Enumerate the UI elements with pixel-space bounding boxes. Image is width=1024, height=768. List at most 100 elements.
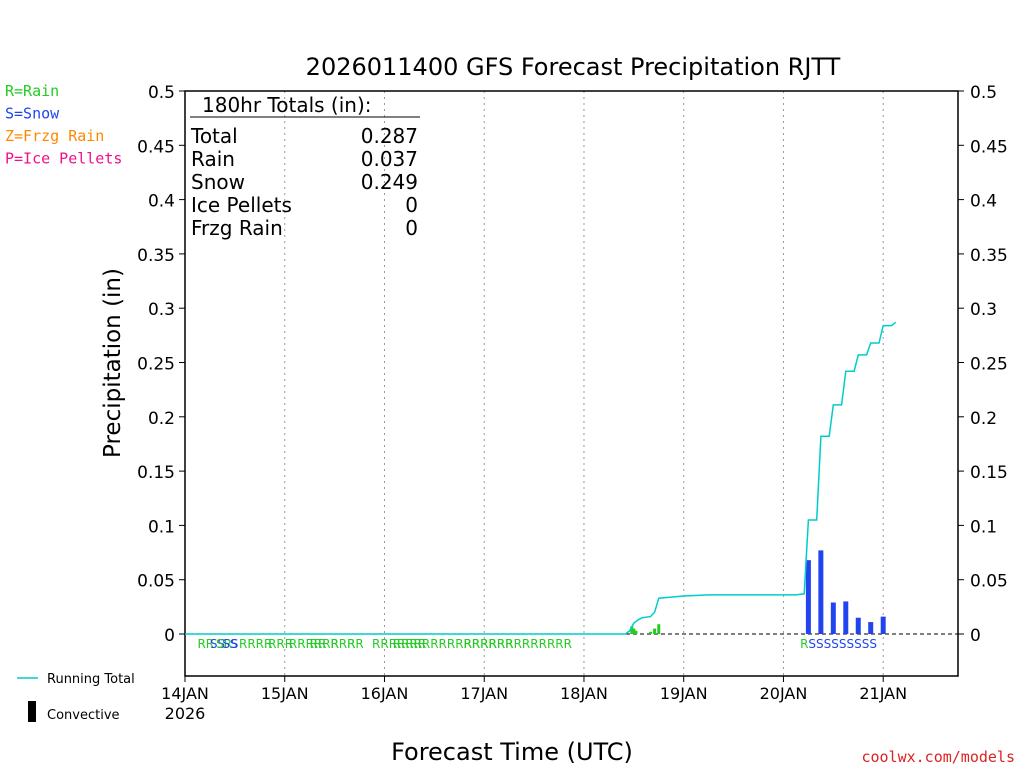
precip-bar: [632, 628, 636, 634]
ptype-mark: R: [318, 637, 326, 651]
x-tick-label: 16JAN: [361, 684, 409, 703]
ptype-legend-item: Z=Frzg Rain: [5, 127, 104, 145]
plot-area: 0 00.05 0.050.1 0.10.15 0.150.2 0.20.25 0.250.…: [137, 83, 1008, 723]
ptype-legend-item: P=Ice Pellets: [5, 150, 122, 168]
ptype-mark: SS: [222, 637, 237, 651]
ptype-mark: RRRRRR: [289, 637, 339, 651]
totals-row-label: Total: [190, 124, 238, 148]
y-tick-label-left: 0: [164, 626, 175, 646]
totals-row-value: 0.287: [361, 124, 418, 148]
running-total-legend-label: Running Total: [47, 672, 135, 687]
y-tick-label-left: 0.15: [137, 463, 175, 483]
ptype-mark: R: [239, 637, 247, 651]
y-tick-label-right: 0.05: [970, 572, 1008, 592]
precip-bar: [630, 626, 634, 634]
ptype-mark: R: [480, 637, 488, 651]
chart-title: 2026011400 GFS Forecast Precipitation RJ…: [306, 53, 841, 81]
x-tick-label: 19JAN: [660, 684, 708, 703]
running-total-line: [185, 321, 897, 635]
precip-bar: [657, 624, 661, 634]
y-tick-label-left: 0.35: [137, 246, 175, 266]
ptype-mark: R: [800, 637, 808, 651]
totals-row-label: Snow: [191, 170, 245, 194]
ptype-mark: SR: [216, 637, 232, 651]
ptype-legend: R=Rain S=Snow Z=Frzg Rain P=Ice Pellets: [5, 82, 122, 168]
precip-bar: [818, 550, 824, 634]
y-tick-label-right: 0.5: [970, 83, 997, 103]
precip-bar: [855, 617, 861, 634]
plot-frame: [184, 90, 959, 677]
ptype-mark: RR: [256, 637, 273, 651]
y-tick-label-left: 0.25: [137, 355, 175, 375]
year-label: 2026: [165, 704, 206, 723]
x-tick-label: 17JAN: [460, 684, 508, 703]
x-tick-label: 18JAN: [560, 684, 608, 703]
y-tick-label-right: 0.4: [970, 192, 997, 212]
y-tick-label-right: 0.15: [970, 463, 1008, 483]
ptype-mark: RR: [276, 637, 293, 651]
ptype-legend-item: S=Snow: [5, 105, 60, 123]
ptype-mark: R: [310, 637, 318, 651]
y-tick-label-left: 0.45: [137, 137, 175, 157]
ptype-mark: R: [463, 637, 471, 651]
precip-bar: [648, 631, 652, 634]
ptype-mark: RRRR: [393, 637, 426, 651]
totals-row-label: Rain: [191, 147, 235, 171]
totals-row-value: 0.037: [361, 147, 418, 171]
ptype-mark: RR: [347, 637, 364, 651]
precip-bar: [805, 560, 811, 634]
ptype-mark: S: [231, 637, 239, 651]
totals-row-value: 0: [405, 216, 418, 240]
convective-legend-swatch: [28, 701, 36, 722]
ptype-mark: RRRRRRRRRRRRRRRRRR: [422, 637, 572, 651]
ptype-mark: R: [247, 637, 255, 651]
ptype-mark: RRR: [330, 637, 355, 651]
totals-box: 180hr Totals (in): Total 0.287 Rain 0.037 Sno…: [190, 93, 420, 240]
totals-heading: 180hr Totals (in):: [202, 93, 372, 117]
convective-legend-label: Convective: [47, 708, 120, 723]
y-tick-label-left: 0.3: [148, 300, 175, 320]
totals-row-label: Ice Pellets: [191, 193, 292, 217]
ptype-mark: R: [268, 637, 276, 651]
y-tick-label-right: 0.45: [970, 137, 1008, 157]
x-tick-label: 15JAN: [261, 684, 309, 703]
y-tick-label-left: 0.4: [148, 192, 175, 212]
x-tick-label: 21JAN: [859, 684, 907, 703]
precip-bar: [843, 601, 849, 634]
y-tick-label-right: 0.2: [970, 409, 997, 429]
series-legend: Running Total Convective: [17, 672, 135, 723]
y-tick-label-left: 0.05: [137, 572, 175, 592]
y-tick-label-right: 0: [970, 626, 981, 646]
ptype-mark: RRRRRR: [372, 637, 422, 651]
ptype-mark: R: [505, 637, 513, 651]
precip-bar: [830, 602, 836, 634]
x-tick-label: 14JAN: [161, 684, 209, 703]
precip-bar: [880, 616, 886, 634]
y-tick-label-left: 0.2: [148, 409, 175, 429]
y-tick-label-right: 0.35: [970, 246, 1008, 266]
y-tick-label-left: 0.5: [148, 83, 175, 103]
x-tick-label: 20JAN: [760, 684, 808, 703]
ptype-mark: R: [414, 637, 422, 651]
y-tick-label-right: 0.25: [970, 355, 1008, 375]
y-tick-label-right: 0.3: [970, 300, 997, 320]
precip-bar: [634, 630, 638, 634]
ptype-mark: SSSSSSSSS: [808, 637, 877, 651]
totals-row-value: 0: [405, 193, 418, 217]
totals-row-label: Frzg Rain: [191, 216, 283, 240]
ptype-mark: SS: [210, 637, 225, 651]
y-tick-label-left: 0.1: [148, 517, 175, 537]
credit-text: coolwx.com/models: [861, 748, 1015, 766]
ptype-legend-item: R=Rain: [5, 82, 59, 100]
ptype-mark: R: [497, 637, 505, 651]
x-axis-label: Forecast Time (UTC): [391, 738, 633, 766]
precip-bar: [868, 622, 874, 634]
y-tick-label-right: 0.1: [970, 517, 997, 537]
ptype-mark: R: [472, 637, 480, 651]
ptype-mark: R: [488, 637, 496, 651]
totals-row-value: 0.249: [361, 170, 418, 194]
ptype-mark: RR: [197, 637, 214, 651]
precip-bar: [653, 628, 657, 634]
y-axis-label: Precipitation (in): [100, 268, 126, 458]
